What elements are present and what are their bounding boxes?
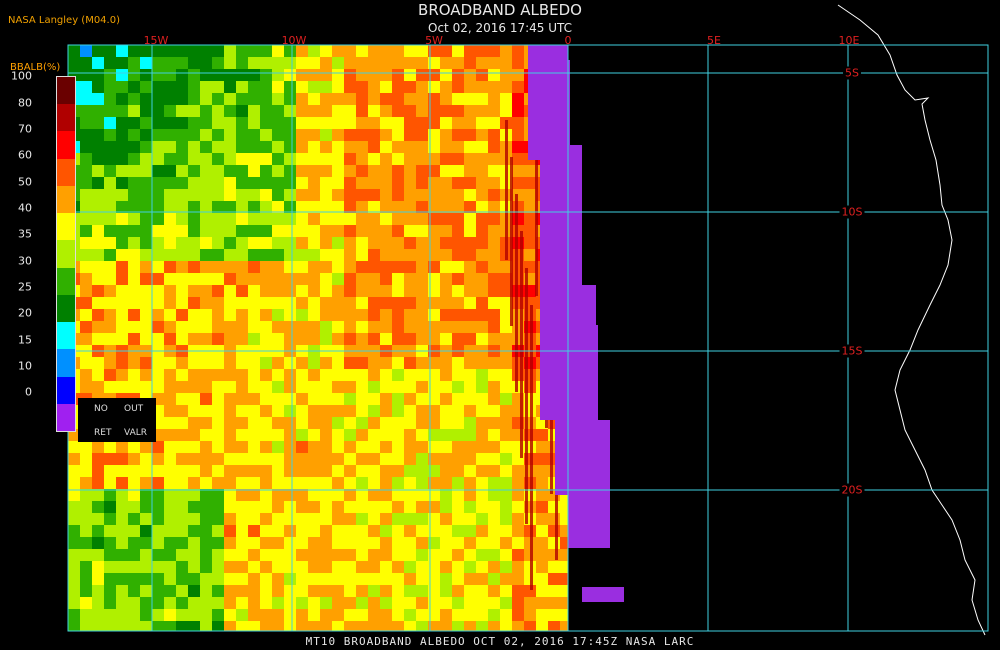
- legend-swatch: [57, 77, 75, 105]
- legend-swatch: [57, 403, 75, 432]
- coastline: [837, 4, 986, 636]
- legend-swatch: [57, 267, 75, 296]
- latitude-label: 20S: [839, 483, 865, 497]
- ret-label: RET: [94, 428, 112, 438]
- legend-tick-label: 80: [18, 96, 32, 110]
- legend-tick-label: 30: [18, 254, 32, 268]
- legend-title: BBALB(%): [10, 62, 61, 73]
- legend-tick-label: 40: [18, 201, 32, 215]
- longitude-label: 15W: [143, 34, 169, 47]
- out-label: OUT: [124, 404, 144, 414]
- legend-swatch: [57, 131, 75, 160]
- legend-tick-label: 15: [18, 333, 32, 347]
- albedo-field: [68, 45, 568, 631]
- source-label: NASA Langley (M04.0): [8, 15, 120, 26]
- legend-tick-label: 25: [18, 280, 32, 294]
- color-legend: [56, 76, 76, 432]
- legend-tick-label: 10: [18, 359, 32, 373]
- legend-swatch: [57, 104, 75, 132]
- legend-swatch: [57, 240, 75, 269]
- legend-tick-label: 20: [18, 306, 32, 320]
- no-label: NO: [94, 404, 108, 414]
- legend-tick-label: 70: [18, 122, 32, 136]
- latitude-label: 15S: [839, 344, 865, 358]
- latitude-label: 5S: [843, 66, 861, 80]
- latitude-label: 10S: [839, 205, 865, 219]
- map-subtitle: Oct 02, 2016 17:45 UTC: [428, 21, 572, 35]
- longitude-label: 5W: [425, 34, 443, 47]
- legend-tick-label: 100: [11, 69, 32, 83]
- valr-label: VALR: [124, 428, 148, 438]
- legend-swatch: [57, 349, 75, 378]
- footer-caption: MT10 BROADBAND ALBEDO OCT 02, 2016 17:45…: [305, 635, 695, 648]
- lat-lon-grid: [67, 44, 989, 632]
- legend-swatch: [57, 158, 75, 187]
- legend-swatch: [57, 213, 75, 241]
- legend-tick-label: 0: [25, 385, 32, 399]
- legend-tick-label: 50: [18, 175, 32, 189]
- legend-swatch: [57, 376, 75, 405]
- legend-tick-label: 60: [18, 148, 32, 162]
- no-retrieval-key: NO OUT RET VALR: [78, 398, 156, 442]
- longitude-label: 10W: [281, 34, 307, 47]
- map-title: BROADBAND ALBEDO: [418, 1, 582, 19]
- longitude-label: 10E: [838, 34, 860, 47]
- out-of-range-strip: [528, 45, 624, 602]
- longitude-label: 5E: [707, 34, 721, 47]
- legend-swatch: [57, 185, 75, 214]
- legend-tick-label: 35: [18, 227, 32, 241]
- legend-swatch: [57, 322, 75, 350]
- legend-swatch: [57, 294, 75, 323]
- longitude-label: 0: [564, 34, 572, 47]
- ocean-no-data-area: [568, 45, 980, 631]
